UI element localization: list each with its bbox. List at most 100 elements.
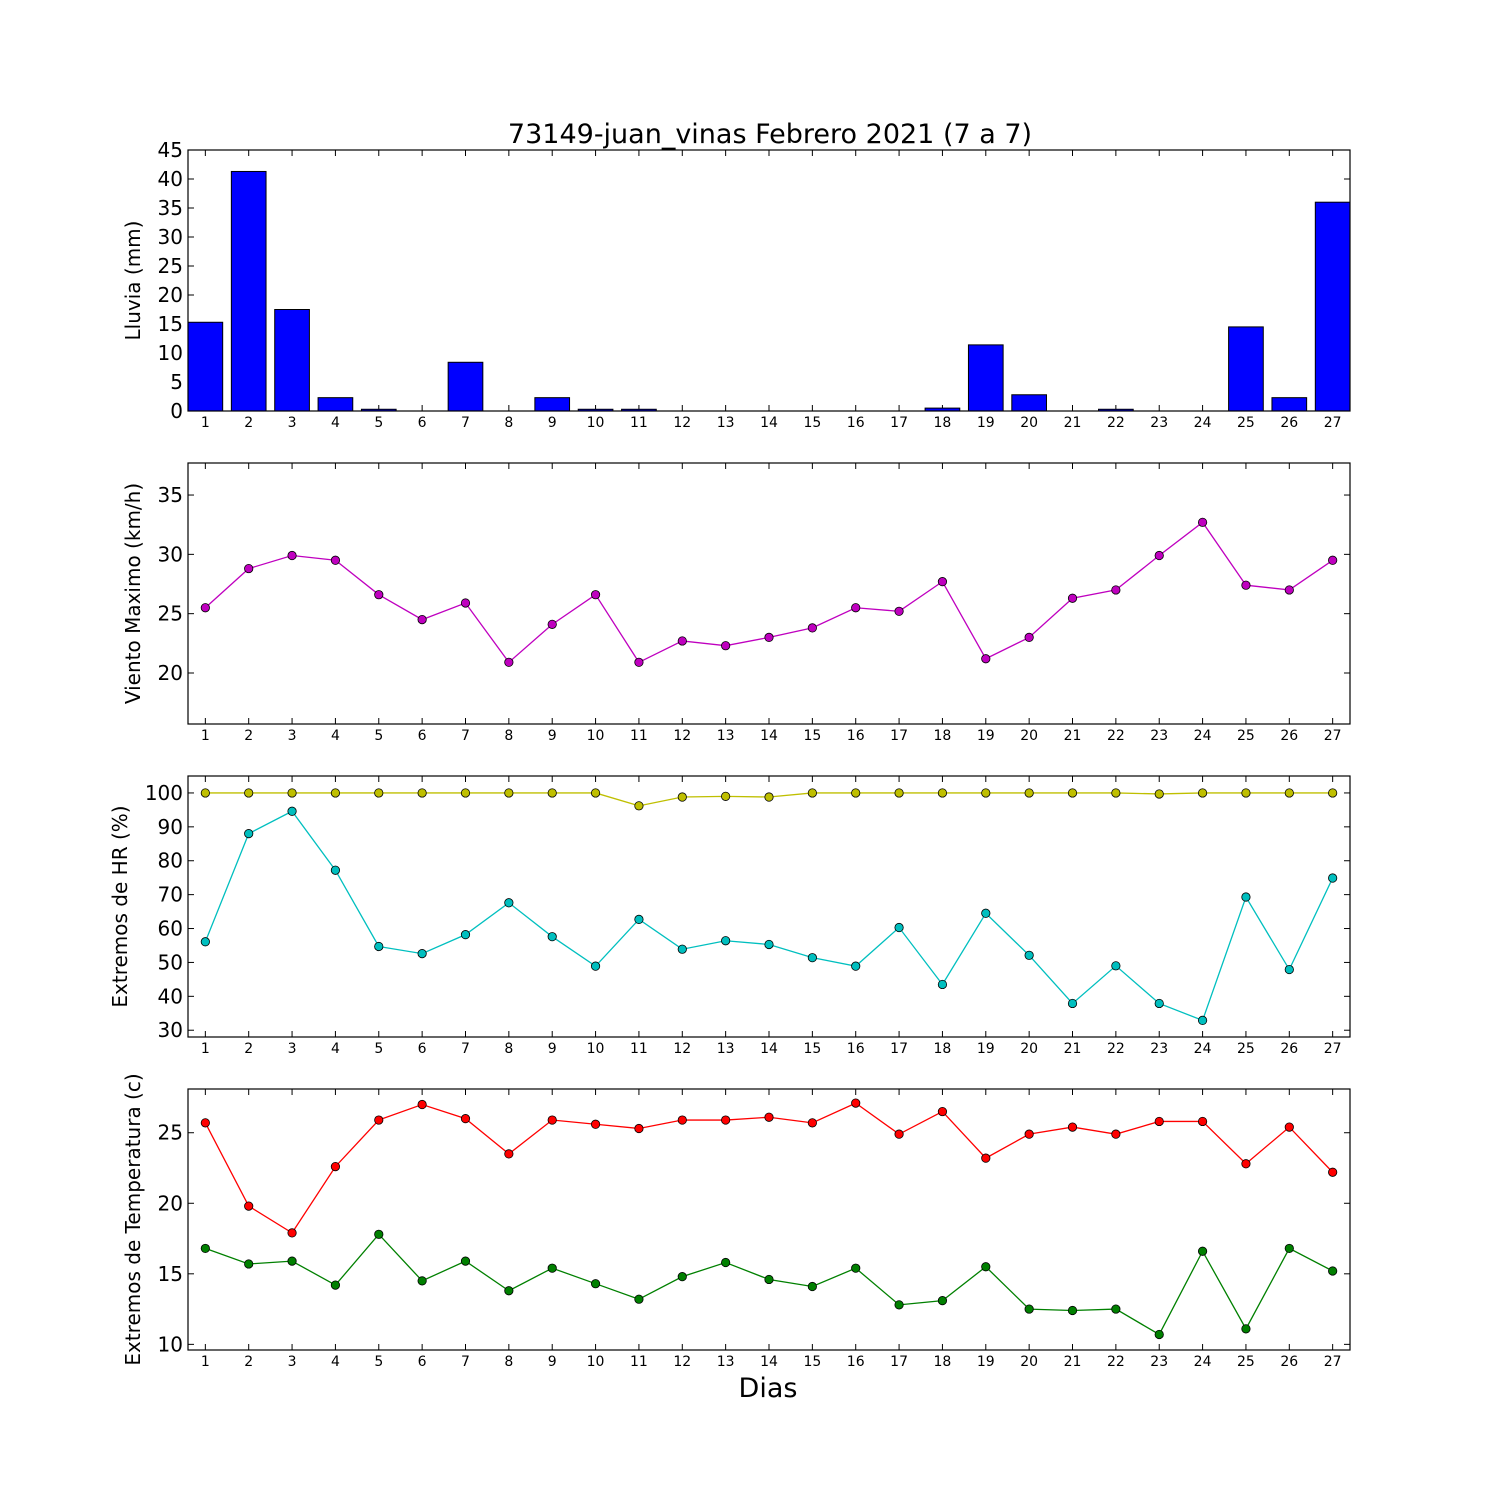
data-point xyxy=(374,941,384,952)
x-tick-label: 23 xyxy=(1150,1041,1168,1057)
data-point xyxy=(851,961,861,971)
x-tick-label: 16 xyxy=(847,1041,865,1057)
x-tick-label: 7 xyxy=(461,1041,470,1057)
x-tick-label: 27 xyxy=(1324,1041,1342,1057)
data-point xyxy=(504,1149,514,1159)
bar xyxy=(967,344,1004,412)
x-tick-label: 19 xyxy=(977,728,995,744)
x-tick-label: 12 xyxy=(673,415,691,431)
data-point xyxy=(937,979,948,990)
data-point xyxy=(721,1257,731,1268)
data-point xyxy=(244,829,254,839)
x-tick-label: 8 xyxy=(504,1041,513,1057)
data-point xyxy=(1284,585,1294,595)
x-tick-label: 1 xyxy=(201,415,210,431)
data-point xyxy=(1284,964,1294,975)
x-tick-label: 24 xyxy=(1194,1041,1212,1057)
data-point xyxy=(374,788,384,798)
y-tick-label: 25 xyxy=(158,602,183,626)
bar xyxy=(447,361,484,412)
x-tick-label: 21 xyxy=(1064,728,1082,744)
x-tick-label: 2 xyxy=(244,1041,253,1057)
x-tick-label: 23 xyxy=(1150,728,1168,744)
data-point xyxy=(460,1114,471,1124)
x-tick-label: 27 xyxy=(1324,728,1342,744)
data-point xyxy=(981,1153,991,1163)
data-point xyxy=(1067,998,1078,1009)
data-point xyxy=(764,792,774,802)
x-tick-label: 26 xyxy=(1280,415,1298,431)
x-tick-label: 25 xyxy=(1237,728,1255,744)
data-point xyxy=(981,908,991,918)
data-point xyxy=(590,1119,601,1129)
data-point xyxy=(417,1099,427,1110)
data-point xyxy=(374,1229,384,1239)
x-tick-label: 9 xyxy=(548,1354,557,1370)
data-point xyxy=(677,1115,687,1125)
data-point xyxy=(1111,1304,1121,1314)
data-point xyxy=(417,788,427,798)
x-tick-label: 20 xyxy=(1020,1354,1038,1370)
data-point xyxy=(634,1294,644,1304)
x-tick-label: 2 xyxy=(244,728,253,744)
x-tick-label: 18 xyxy=(934,1041,952,1057)
x-tick-label: 16 xyxy=(847,728,865,744)
data-point xyxy=(851,1263,861,1273)
x-tick-label: 22 xyxy=(1107,1354,1125,1370)
x-tick-label: 25 xyxy=(1237,1041,1255,1057)
data-point xyxy=(1197,1116,1208,1127)
y-tick-label: 30 xyxy=(158,1018,183,1042)
data-point xyxy=(634,1123,644,1134)
y-tick-label: 15 xyxy=(158,1262,183,1286)
x-tick-label: 11 xyxy=(630,1354,648,1370)
data-point xyxy=(330,555,341,565)
plot-frame xyxy=(187,149,1351,412)
data-point xyxy=(1241,1159,1251,1169)
x-tick-label: 4 xyxy=(331,1041,340,1057)
y-axis-label: Extremos de HR (%) xyxy=(108,805,132,1007)
y-tick-label: 25 xyxy=(158,1121,183,1145)
x-tick-label: 12 xyxy=(673,1041,691,1057)
bar xyxy=(1228,326,1264,412)
plot-frame xyxy=(187,462,1351,725)
y-tick-label: 40 xyxy=(158,167,183,191)
bar xyxy=(1271,397,1308,412)
data-point xyxy=(937,788,948,798)
x-tick-label: 11 xyxy=(630,1041,648,1057)
x-tick-label: 3 xyxy=(288,1041,297,1057)
y-tick-label: 40 xyxy=(158,984,183,1008)
y-tick-label: 25 xyxy=(158,254,183,278)
x-tick-label: 1 xyxy=(201,1041,210,1057)
data-point xyxy=(547,1115,557,1125)
x-tick-label: 13 xyxy=(717,1041,735,1057)
x-tick-label: 24 xyxy=(1194,728,1212,744)
y-tick-label: 15 xyxy=(158,312,183,336)
x-tick-label: 23 xyxy=(1150,415,1168,431)
bar xyxy=(1011,394,1047,412)
data-point xyxy=(1241,892,1251,902)
data-point xyxy=(504,657,514,667)
x-tick-label: 5 xyxy=(374,1041,383,1057)
data-point xyxy=(1024,788,1034,798)
x-tick-label: 18 xyxy=(934,1354,952,1370)
x-tick-label: 9 xyxy=(548,728,557,744)
data-point xyxy=(894,1300,904,1310)
bar xyxy=(230,170,267,412)
x-tick-label: 17 xyxy=(890,1354,908,1370)
data-point xyxy=(894,922,904,933)
data-point xyxy=(590,961,601,971)
data-point xyxy=(677,636,687,646)
y-axis-label: Viento Maximo (km/h) xyxy=(121,483,145,704)
x-tick-label: 21 xyxy=(1064,415,1082,431)
x-tick-label: 11 xyxy=(630,728,648,744)
x-tick-label: 6 xyxy=(418,1354,427,1370)
y-tick-label: 60 xyxy=(158,917,183,941)
x-tick-label: 27 xyxy=(1324,415,1342,431)
bar xyxy=(534,397,571,412)
data-point xyxy=(764,1112,774,1122)
data-point xyxy=(1024,1129,1034,1139)
data-point xyxy=(330,788,341,798)
data-point xyxy=(1111,1129,1121,1139)
y-tick-label: 30 xyxy=(158,542,183,566)
data-point xyxy=(807,788,817,798)
